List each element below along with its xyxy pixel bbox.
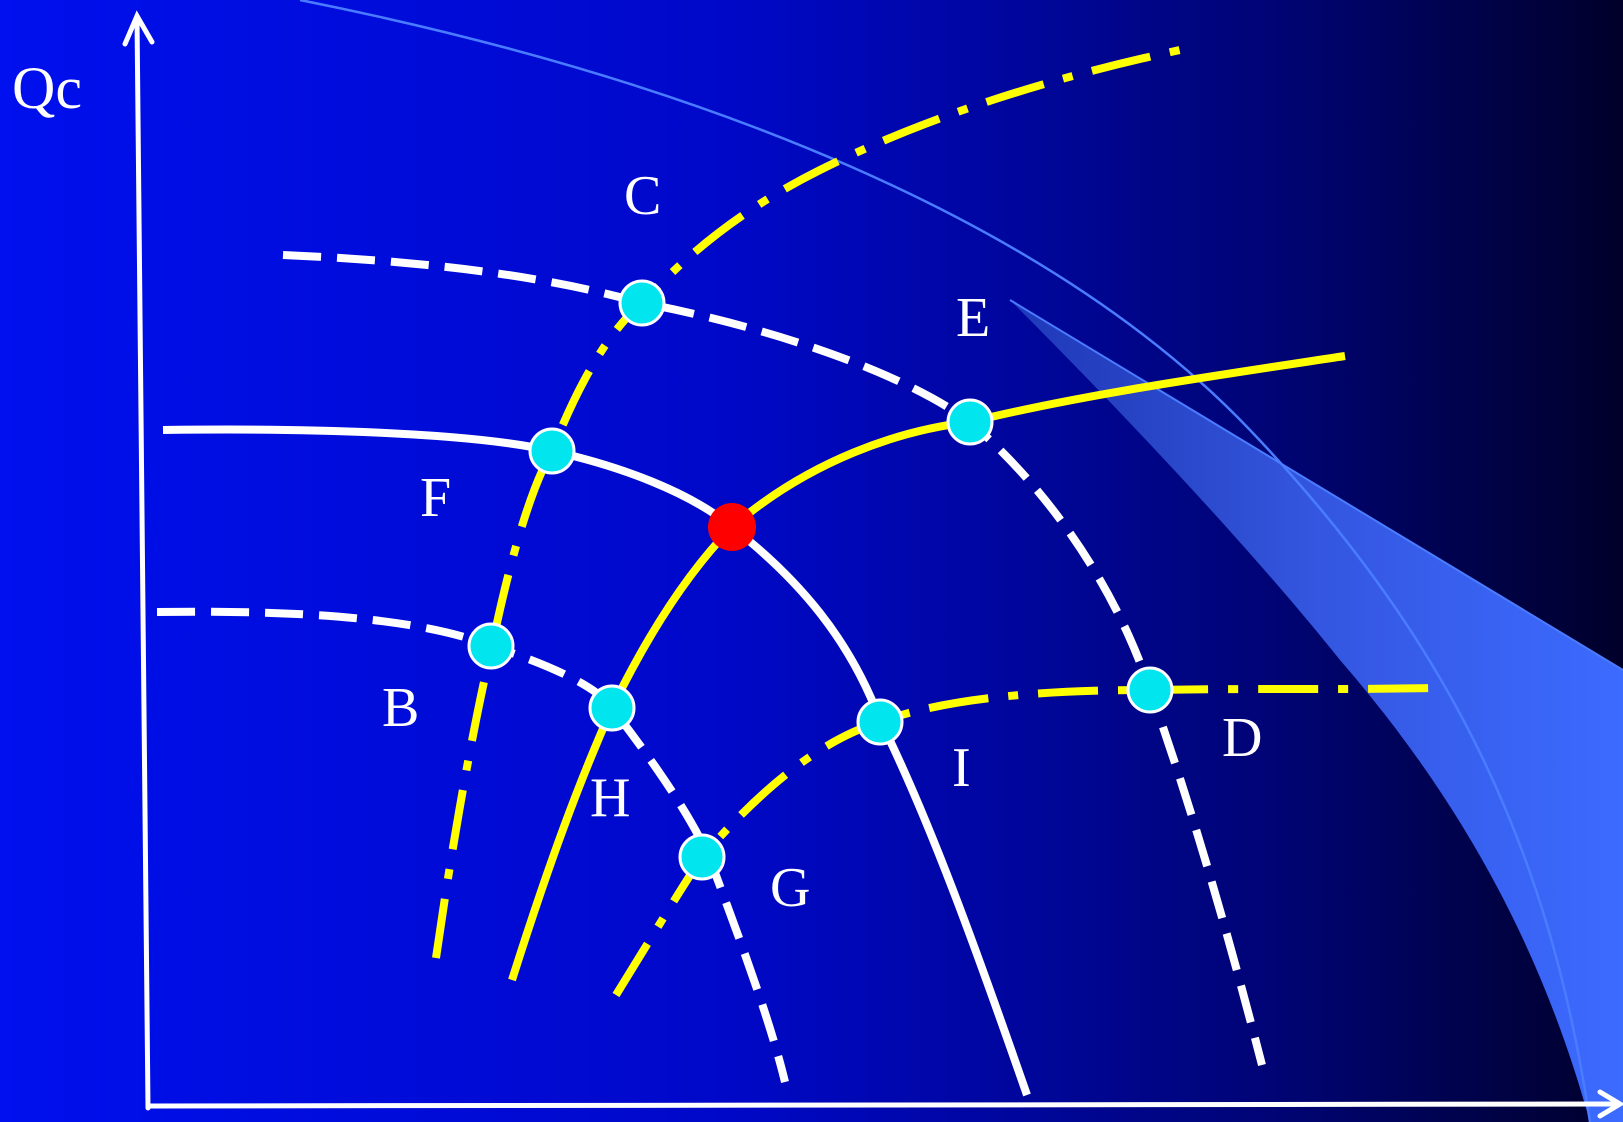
wedge-upper-edge [1009,299,1623,671]
label-c: C [624,165,661,227]
points [467,279,1174,881]
point-h [588,684,636,732]
label-i: I [952,737,971,799]
yellow-dashdot-curve-c [432,46,1181,959]
shaded-wedge-region [1010,300,1623,1122]
x-axis [147,1101,1621,1109]
x-axis-arrowhead [1597,1089,1623,1119]
point-i [856,698,904,746]
point-f [528,427,576,475]
label-f: F [420,467,451,529]
point-c [618,279,666,327]
point-e [946,398,994,446]
label-b: B [382,677,419,739]
y-axis-label: Qc [12,55,82,121]
point-g [678,833,726,881]
outer-boundary-curve [299,0,1592,1122]
label-h: H [590,767,630,829]
label-d: D [1222,707,1262,769]
y-axis [134,15,151,1111]
axes [122,10,1623,1119]
label-g: G [770,857,810,919]
y-axis-arrowhead [122,10,155,47]
point-b [467,622,515,670]
point-d [1126,666,1174,714]
center-point [708,503,756,551]
label-e: E [956,287,990,349]
white-dashed-curve-lower [156,607,789,1083]
